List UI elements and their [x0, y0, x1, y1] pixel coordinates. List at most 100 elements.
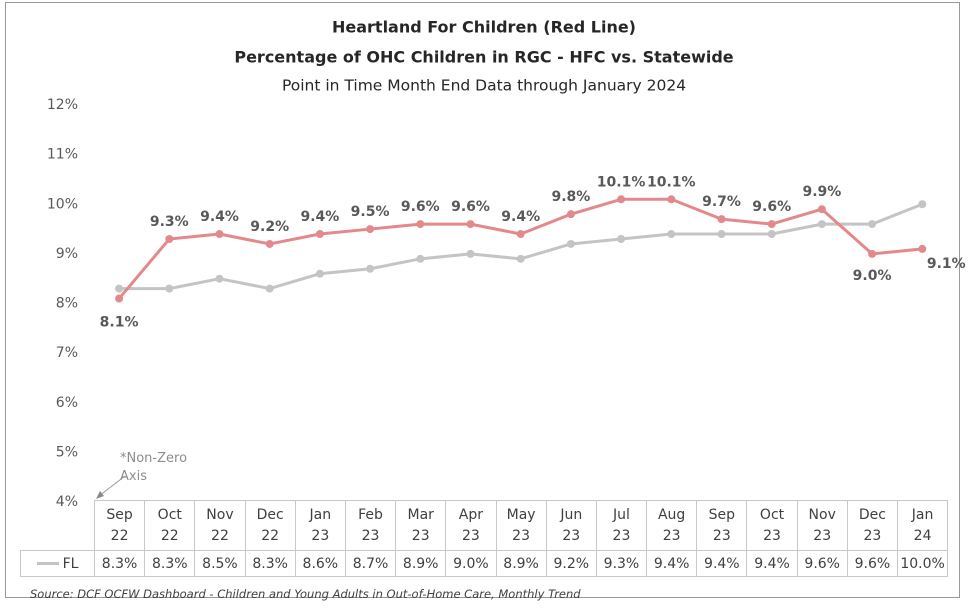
data-label: 9.0% [853, 268, 892, 284]
point [918, 244, 927, 253]
point [366, 225, 375, 234]
data-label: 9.3% [150, 214, 189, 230]
source: Source: DCF OCFW Dashboard - Children an… [30, 587, 581, 601]
point [115, 284, 124, 293]
data-label: 9.7% [702, 194, 741, 210]
data-label: 9.5% [351, 204, 390, 220]
point [416, 254, 425, 263]
x-tick-label: Dec 23 [846, 500, 899, 551]
table-value: 8.3% [93, 550, 146, 577]
point [868, 220, 877, 229]
chart-note: Point in Time Month End Data through Jan… [282, 77, 686, 95]
point [315, 230, 324, 239]
y-tick-label: 6% [56, 395, 78, 411]
point [918, 200, 927, 209]
data-label: 9.4% [501, 209, 540, 225]
data-label: 8.1% [100, 315, 139, 331]
data-label: 9.4% [200, 209, 239, 225]
x-tick-label: Sep 23 [696, 500, 748, 551]
point [165, 284, 174, 293]
x-tick-label: Nov 22 [194, 500, 246, 551]
point [466, 220, 475, 229]
x-tick-label: Oct 23 [746, 500, 798, 551]
arrow-head [96, 491, 104, 499]
point [817, 220, 826, 229]
point [265, 239, 274, 248]
point [516, 230, 525, 239]
annotation: *Non-Zero Axis [120, 451, 188, 484]
x-tick-label: Jun 23 [545, 500, 597, 551]
x-tick-label: Dec 22 [244, 500, 296, 551]
x-tick-label: Apr 23 [445, 500, 497, 551]
table-value: 9.4% [696, 550, 748, 577]
point [566, 239, 575, 248]
table-value: 8.9% [395, 550, 447, 577]
data-label: 10.1% [647, 174, 696, 190]
x-tick-label: Jan 24 [896, 500, 949, 551]
y-tick-label: 12% [47, 97, 78, 113]
x-tick-label: Nov 23 [796, 500, 848, 551]
point [717, 215, 726, 224]
x-tick-label: Mar 23 [395, 500, 447, 551]
point [667, 195, 676, 204]
point [215, 230, 224, 239]
point [617, 195, 626, 204]
chart-frame [5, 2, 960, 598]
point [115, 294, 124, 303]
data-label: 9.1% [927, 256, 966, 272]
y-tick-label: 11% [47, 147, 78, 163]
data-table: Sep 22 Oct 22 Nov 22 Dec 22 Jan 23 Feb 23 Mar … [20, 500, 949, 577]
table-value: 8.6% [294, 550, 346, 577]
point [817, 205, 826, 214]
table-value: 9.3% [595, 550, 648, 577]
point [265, 284, 274, 293]
x-tick-label: May 23 [495, 500, 547, 551]
chart-title: Heartland For Children (Red Line) [332, 18, 636, 37]
point [315, 269, 324, 278]
data-label: 9.6% [401, 199, 440, 215]
table-value: 9.6% [796, 550, 848, 577]
y-tick-label: 7% [56, 345, 78, 361]
data-label: 9.6% [451, 199, 490, 215]
table-value: 9.4% [646, 550, 698, 577]
fl-row: FL 8.3% 8.3% 8.5% 8.3% 8.6% 8.7% 8.9% 9.0% 8.9% 9.… [20, 550, 949, 577]
x-tick-label: Feb 23 [344, 500, 397, 551]
data-label: 9.2% [250, 219, 289, 235]
point [215, 274, 224, 283]
y-tick-label: 9% [56, 246, 78, 262]
legend-cell: FL [20, 550, 95, 577]
point [566, 210, 575, 219]
data-label: 10.1% [597, 174, 646, 190]
category-row: Sep 22 Oct 22 Nov 22 Dec 22 Jan 23 Feb 23 Mar … [21, 500, 949, 551]
chart-subtitle: Percentage of OHC Children in RGC - HFC … [234, 48, 733, 67]
data-label: 9.8% [551, 189, 590, 205]
x-tick-label: Jul 23 [595, 500, 648, 551]
table-value: 8.9% [495, 550, 547, 577]
data-label: 9.6% [752, 199, 791, 215]
table-value: 9.4% [746, 550, 798, 577]
blank-cell [21, 501, 95, 551]
table-value: 8.5% [194, 550, 246, 577]
table-value: 10.0% [896, 550, 949, 577]
point [366, 264, 375, 273]
y-tick-label: 5% [56, 444, 78, 460]
point [667, 230, 676, 239]
table-value: 8.3% [144, 550, 196, 577]
data-label: 9.4% [300, 209, 339, 225]
table-value: 9.2% [545, 550, 597, 577]
x-tick-label: Aug 23 [646, 500, 698, 551]
y-tick-label: 8% [56, 296, 78, 312]
point [165, 234, 174, 243]
table-value: 8.3% [244, 550, 296, 577]
point [416, 220, 425, 229]
point [868, 249, 877, 258]
x-tick-label: Sep 22 [93, 500, 146, 551]
legend-swatch [36, 562, 59, 565]
x-tick-label: Oct 22 [144, 500, 196, 551]
x-tick-label: Jan 23 [294, 500, 346, 551]
table-value: 9.0% [445, 550, 497, 577]
data-label: 9.9% [802, 184, 841, 200]
y-tick-label: 10% [47, 196, 78, 212]
